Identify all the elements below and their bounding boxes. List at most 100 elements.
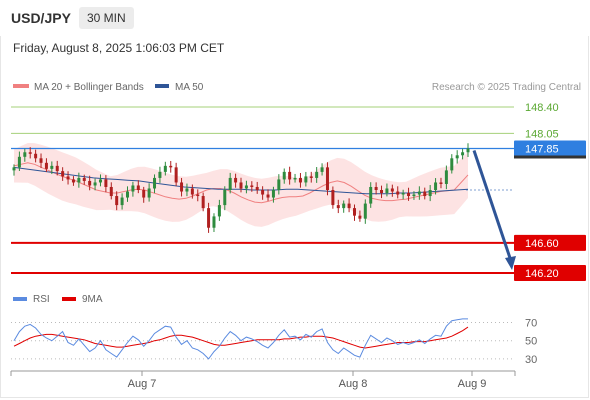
- candle-body: [261, 190, 265, 195]
- ma20-legend-swatch: [13, 84, 29, 88]
- candle-body: [363, 203, 367, 219]
- candle-body: [169, 165, 173, 168]
- candle-body: [201, 196, 205, 209]
- candle-body: [250, 185, 254, 187]
- candle-body: [207, 208, 211, 228]
- price-panel: 148.40 148.05 147.85 146.60 146.20: [11, 102, 586, 281]
- x-tick-label-Aug 8: Aug 8: [339, 378, 368, 390]
- candle-body: [380, 190, 384, 194]
- candle-body: [412, 194, 416, 197]
- rsi-line: [13, 318, 468, 360]
- candle-body: [50, 165, 54, 169]
- chart-header: USD/JPY 30 MIN: [0, 0, 590, 36]
- candle-body: [455, 155, 459, 159]
- candle-body: [28, 152, 32, 154]
- candle-body: [385, 188, 389, 194]
- candle-body: [147, 188, 151, 198]
- candle-body: [407, 193, 411, 197]
- level-label-146.20: 146.20: [525, 268, 559, 280]
- ma50-legend-label: MA 50: [175, 82, 204, 93]
- candle-body: [115, 196, 119, 206]
- ma20-legend-label: MA 20 + Bollinger Bands: [34, 82, 144, 93]
- candle-body: [293, 177, 297, 180]
- x-tick-label-Aug 7: Aug 7: [128, 378, 157, 390]
- candle-body: [358, 215, 362, 219]
- candle-body: [331, 190, 335, 206]
- time-axis: Aug 7 Aug 8 Aug 9: [10, 370, 516, 390]
- candle-body: [369, 186, 373, 204]
- level-label-147.85: 147.85: [525, 144, 559, 156]
- chart-frame: [0, 36, 589, 398]
- candle-body: [434, 182, 438, 190]
- candle-body: [126, 191, 129, 198]
- candle-body: [320, 167, 324, 172]
- ma9-legend-swatch: [62, 297, 76, 301]
- rsi-tick-30: 30: [525, 354, 537, 366]
- candle-body: [282, 171, 286, 180]
- forecast-arrow-head: [505, 256, 516, 270]
- candle-body: [158, 171, 162, 178]
- candle-body: [23, 152, 27, 157]
- level-badge-146.60: [514, 234, 586, 251]
- ma50-legend-swatch: [155, 84, 169, 88]
- candle-body: [61, 171, 65, 177]
- candle-body: [88, 180, 92, 186]
- candle-body: [325, 167, 329, 190]
- candle-body: [180, 182, 184, 192]
- candle-body: [336, 205, 340, 209]
- candle-body: [55, 165, 59, 172]
- candle-body: [109, 186, 113, 197]
- candle-body: [120, 197, 124, 206]
- rsi-tick-50: 50: [525, 336, 537, 348]
- candle-body: [444, 170, 448, 184]
- candle-body: [12, 167, 16, 171]
- level-badge-146.20: [514, 265, 586, 281]
- chart-datetime: Friday, August 8, 2025 1:06:03 PM CET: [13, 41, 225, 55]
- level-label-146.60: 146.60: [525, 238, 559, 250]
- candle-body: [342, 203, 346, 209]
- symbol-title: USD/JPY: [11, 10, 71, 26]
- candle-body: [390, 188, 394, 192]
- candle-body: [136, 185, 140, 190]
- candle-body: [98, 179, 102, 183]
- forecast-arrow-shaft: [472, 150, 513, 262]
- candle-body: [93, 182, 97, 186]
- rsi-tick-70: 70: [525, 318, 537, 330]
- candle-body: [396, 191, 400, 195]
- level-label-148.40: 148.40: [525, 102, 559, 114]
- timeframe-badge[interactable]: 30 MIN: [79, 7, 134, 29]
- candle-body: [71, 179, 75, 183]
- candle-body: [131, 185, 135, 192]
- candle-body: [461, 152, 465, 156]
- rsi-ma-line: [13, 326, 469, 349]
- candle-body: [428, 190, 432, 197]
- candle-body: [277, 179, 281, 190]
- candle-body: [401, 193, 405, 195]
- candle-body: [217, 205, 221, 217]
- candle-body: [190, 188, 194, 195]
- candle-body: [423, 191, 427, 197]
- candle-body: [417, 191, 421, 195]
- candle-body: [34, 153, 38, 159]
- candle-body: [39, 158, 43, 163]
- rsi-legend-swatch: [13, 297, 27, 301]
- ma9-legend-label: 9MA: [82, 294, 103, 305]
- candle-body: [104, 179, 108, 187]
- rsi-panel: 70 50 30: [11, 318, 537, 366]
- candle-body: [244, 185, 248, 189]
- candle-body: [266, 194, 270, 198]
- candle-body: [185, 188, 189, 192]
- candle-body: [77, 177, 81, 183]
- candle-body: [212, 216, 216, 228]
- candle-body: [174, 167, 178, 183]
- candle-body: [439, 182, 443, 184]
- candle-body: [234, 177, 238, 183]
- candle-body: [44, 162, 48, 169]
- candle-body: [228, 177, 232, 190]
- candle-body: [298, 177, 302, 183]
- candle-body: [450, 158, 454, 171]
- candle-body: [153, 177, 157, 189]
- candle-body: [315, 171, 319, 178]
- candle-body: [142, 190, 146, 198]
